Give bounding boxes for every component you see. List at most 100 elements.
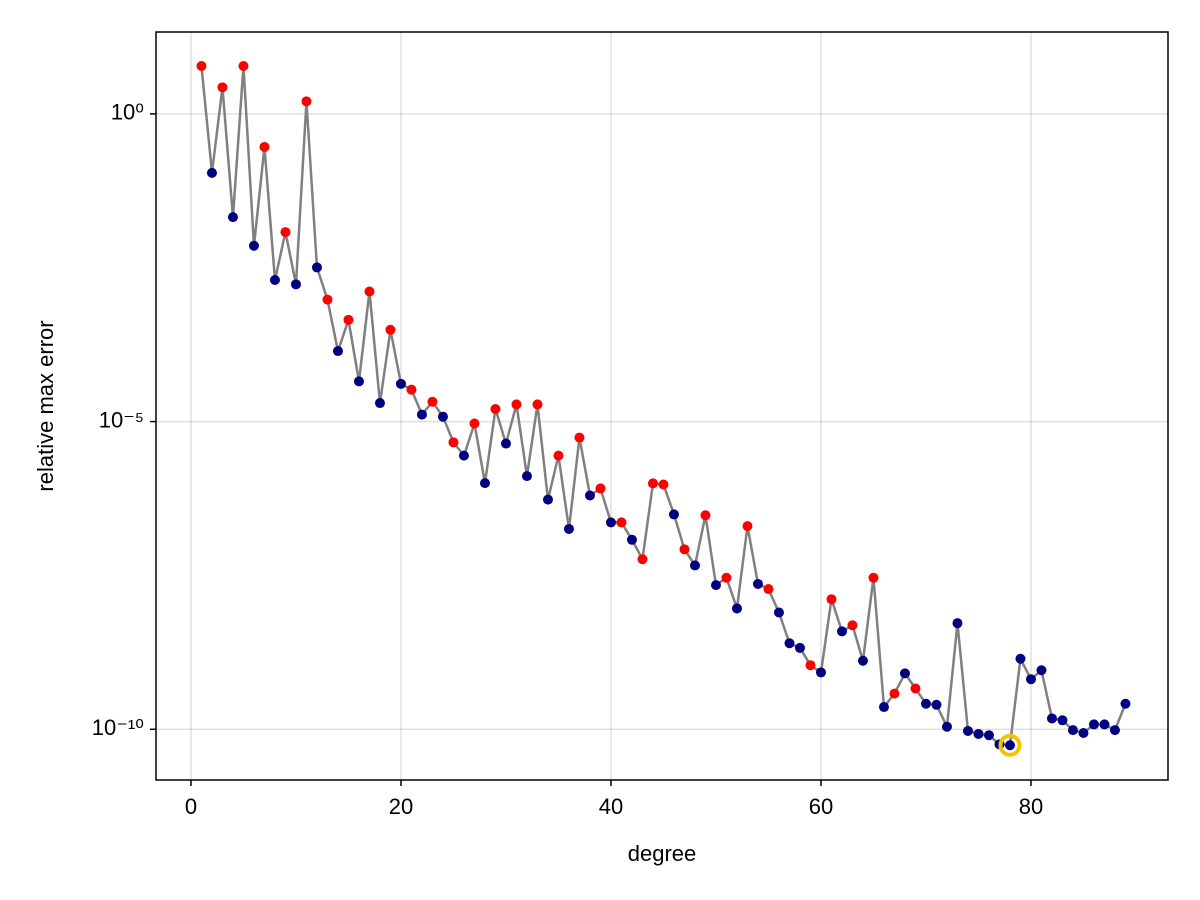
plot-frame bbox=[155, 31, 1169, 781]
point bbox=[931, 699, 942, 710]
point bbox=[626, 534, 637, 545]
point bbox=[479, 478, 490, 489]
point bbox=[1046, 713, 1057, 724]
point bbox=[353, 376, 364, 387]
point bbox=[500, 438, 511, 449]
point bbox=[983, 730, 994, 741]
point bbox=[469, 418, 480, 429]
x-tick-label: 80 bbox=[1019, 794, 1043, 819]
point bbox=[1057, 715, 1068, 726]
point bbox=[248, 240, 259, 251]
point bbox=[437, 411, 448, 422]
point bbox=[868, 572, 879, 583]
point bbox=[427, 396, 438, 407]
point bbox=[773, 607, 784, 618]
point bbox=[332, 346, 343, 357]
point bbox=[280, 227, 291, 238]
point bbox=[416, 409, 427, 420]
point bbox=[679, 544, 690, 555]
point bbox=[542, 494, 553, 505]
point bbox=[553, 450, 564, 461]
point bbox=[521, 471, 532, 482]
point bbox=[364, 286, 375, 297]
point bbox=[962, 725, 973, 736]
point bbox=[878, 702, 889, 713]
y-tick-label: 10⁰ bbox=[111, 100, 144, 125]
point bbox=[563, 523, 574, 534]
point bbox=[490, 404, 501, 415]
point bbox=[217, 82, 228, 93]
point bbox=[290, 279, 301, 290]
x-axis-label: degree bbox=[628, 841, 697, 866]
point bbox=[206, 167, 217, 178]
point bbox=[605, 517, 616, 528]
point bbox=[1015, 653, 1026, 664]
point bbox=[1088, 719, 1099, 730]
y-axis-label: relative max error bbox=[33, 320, 58, 491]
point bbox=[721, 572, 732, 583]
point bbox=[710, 580, 721, 591]
point bbox=[815, 667, 826, 678]
point bbox=[1109, 725, 1120, 736]
point bbox=[238, 60, 249, 71]
point bbox=[836, 626, 847, 637]
point bbox=[689, 560, 700, 571]
point bbox=[763, 584, 774, 595]
point bbox=[805, 660, 816, 671]
point bbox=[269, 274, 280, 285]
point bbox=[311, 262, 322, 273]
point bbox=[668, 509, 679, 520]
point bbox=[826, 594, 837, 605]
point bbox=[700, 510, 711, 521]
point bbox=[511, 399, 522, 410]
point bbox=[1099, 719, 1110, 730]
point bbox=[647, 478, 658, 489]
point bbox=[458, 450, 469, 461]
point bbox=[899, 668, 910, 679]
point bbox=[616, 517, 627, 528]
point bbox=[574, 432, 585, 443]
point bbox=[889, 688, 900, 699]
point bbox=[731, 603, 742, 614]
point bbox=[1067, 725, 1078, 736]
point bbox=[532, 399, 543, 410]
point bbox=[952, 618, 963, 629]
point bbox=[196, 60, 207, 71]
point bbox=[920, 698, 931, 709]
series-line bbox=[200, 65, 1127, 747]
point bbox=[742, 521, 753, 532]
point bbox=[1120, 698, 1131, 709]
point bbox=[1078, 728, 1089, 739]
x-tick-label: 20 bbox=[389, 794, 413, 819]
point bbox=[385, 324, 396, 335]
y-tick-label: 10⁻¹⁰ bbox=[92, 715, 144, 740]
point bbox=[910, 683, 921, 694]
highlight-ring bbox=[998, 733, 1022, 757]
point bbox=[637, 554, 648, 565]
point bbox=[448, 437, 459, 448]
point bbox=[259, 141, 270, 152]
x-tick-label: 40 bbox=[599, 794, 623, 819]
point bbox=[658, 479, 669, 490]
point bbox=[1036, 665, 1047, 676]
y-tick-label: 10⁻⁵ bbox=[99, 407, 144, 432]
point bbox=[784, 638, 795, 649]
point bbox=[752, 578, 763, 589]
x-tick-label: 0 bbox=[185, 794, 197, 819]
point bbox=[406, 384, 417, 395]
x-tick-label: 60 bbox=[809, 794, 833, 819]
point bbox=[584, 490, 595, 501]
point bbox=[301, 96, 312, 107]
point bbox=[973, 728, 984, 739]
point bbox=[1025, 674, 1036, 685]
point bbox=[595, 483, 606, 494]
point bbox=[374, 398, 385, 409]
point bbox=[322, 294, 333, 305]
point bbox=[857, 655, 868, 666]
point bbox=[1004, 740, 1015, 751]
point bbox=[941, 721, 952, 732]
point bbox=[395, 378, 406, 389]
point bbox=[847, 620, 858, 631]
point bbox=[227, 212, 238, 223]
